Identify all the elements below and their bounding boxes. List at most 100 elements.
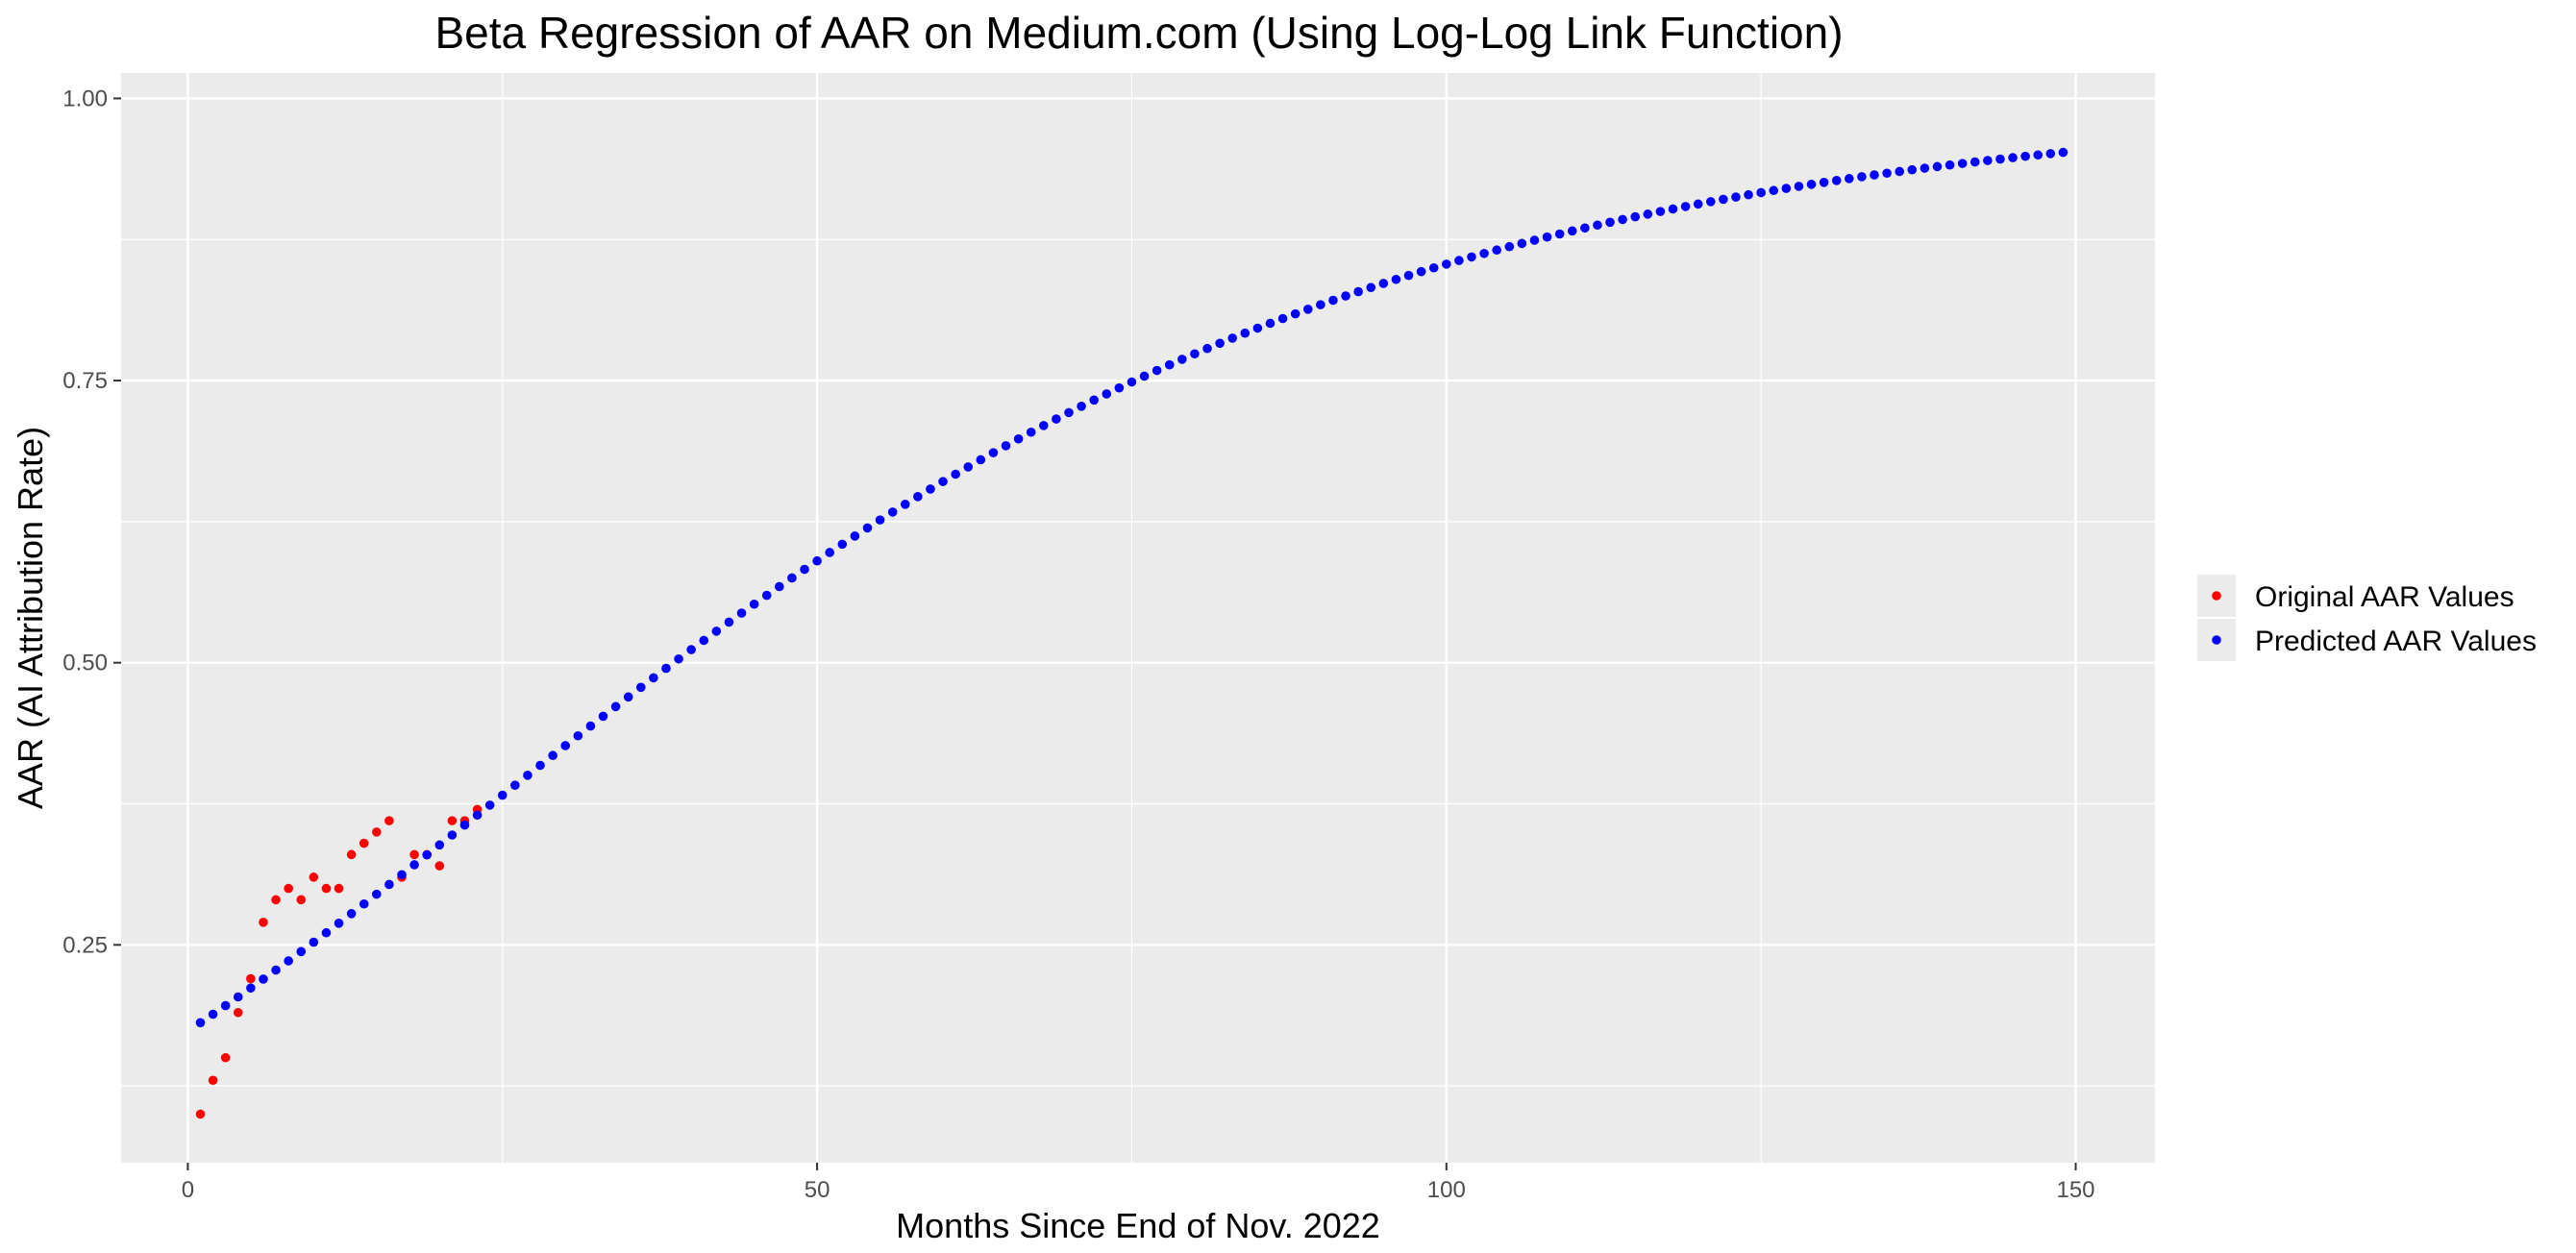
data-point-predicted — [1580, 223, 1590, 233]
x-tick-label: 50 — [805, 1177, 830, 1203]
data-point-predicted — [459, 820, 470, 830]
data-point-predicted — [246, 983, 256, 994]
major-grid — [121, 73, 2155, 1163]
data-point-predicted — [926, 484, 935, 494]
data-point-predicted — [1139, 371, 1150, 381]
data-point-predicted — [1944, 160, 1955, 170]
data-point-predicted — [472, 810, 483, 821]
data-point-predicted — [913, 492, 923, 502]
data-point-predicted — [900, 500, 910, 509]
data-point-original — [321, 883, 332, 894]
data-point-original — [359, 838, 369, 848]
data-point-predicted — [1102, 389, 1112, 399]
data-point-predicted — [409, 860, 419, 870]
data-point-original — [409, 849, 419, 860]
data-point-predicted — [1719, 194, 1728, 205]
data-point-predicted — [447, 830, 458, 840]
data-point-predicted — [699, 635, 709, 646]
data-point-predicted — [1705, 197, 1716, 207]
data-point-predicted — [397, 870, 407, 880]
data-point-predicted — [1378, 279, 1389, 288]
y-tick-label: 0.50 — [62, 651, 108, 676]
data-point-predicted — [1895, 166, 1904, 177]
data-point-predicted — [1001, 441, 1011, 451]
plot-panel — [121, 73, 2155, 1163]
x-tick-label: 100 — [1427, 1177, 1466, 1203]
data-point-predicted — [359, 898, 369, 909]
data-point-original — [271, 895, 281, 905]
y-tick-label: 0.75 — [62, 368, 108, 394]
data-point-predicted — [963, 462, 974, 472]
data-point-predicted — [2033, 150, 2043, 160]
data-point-predicted — [598, 711, 608, 722]
data-point-predicted — [1957, 159, 1968, 168]
y-axis: 0.25 0.50 0.75 1.00 — [62, 86, 121, 958]
data-point-predicted — [1353, 286, 1363, 297]
legend-label-original: Original AAR Values — [2255, 581, 2514, 613]
x-axis: 0 50 100 150 — [182, 1163, 2095, 1203]
data-point-predicted — [1969, 157, 1980, 167]
data-point-predicted — [1693, 199, 1703, 209]
data-point-predicted — [800, 564, 809, 575]
data-point-predicted — [1328, 295, 1338, 306]
original-series — [195, 804, 483, 1119]
data-point-predicted — [1277, 313, 1288, 324]
data-point-predicted — [1492, 245, 1501, 256]
data-point-predicted — [1932, 161, 1943, 172]
data-point-predicted — [988, 448, 999, 457]
data-point-predicted — [887, 507, 898, 517]
data-point-predicted — [1479, 248, 1489, 258]
data-point-predicted — [1064, 407, 1074, 418]
data-point-predicted — [1554, 229, 1565, 239]
data-point-predicted — [649, 673, 658, 683]
data-point-predicted — [837, 539, 848, 550]
data-point-predicted — [1806, 180, 1817, 189]
data-point-predicted — [775, 581, 784, 592]
data-point-predicted — [1907, 164, 1918, 175]
data-point-original — [296, 895, 307, 905]
data-point-predicted — [1567, 226, 1577, 236]
data-point-predicted — [1341, 291, 1350, 301]
data-point-predicted — [661, 663, 671, 674]
data-point-predicted — [1756, 187, 1766, 198]
data-point-predicted — [711, 626, 722, 636]
data-point-original — [372, 827, 382, 837]
data-point-predicted — [309, 937, 319, 947]
data-point-predicted — [497, 790, 508, 800]
data-point-predicted — [2008, 153, 2018, 162]
data-point-predicted — [1870, 170, 1879, 180]
data-point-predicted — [875, 515, 885, 525]
data-point-predicted — [674, 653, 683, 664]
y-tick-label: 0.25 — [62, 932, 108, 958]
data-point-predicted — [1731, 192, 1741, 202]
data-point-predicted — [510, 780, 520, 790]
data-point-predicted — [1630, 211, 1641, 222]
data-point-predicted — [346, 909, 357, 919]
data-point-predicted — [1769, 185, 1779, 196]
data-point-predicted — [1454, 256, 1464, 265]
data-point-predicted — [372, 889, 382, 899]
data-point-original — [334, 883, 344, 894]
legend-marker-original — [2212, 591, 2221, 601]
data-point-predicted — [1467, 252, 1476, 262]
data-point-predicted — [1038, 421, 1049, 430]
data-point-predicted — [686, 645, 696, 654]
data-point-predicted — [434, 840, 445, 850]
data-point-predicted — [1845, 174, 1854, 184]
data-point-predicted — [208, 1009, 218, 1020]
data-point-predicted — [976, 455, 986, 465]
data-point-predicted — [1052, 414, 1061, 424]
x-axis-label: Months Since End of Nov. 2022 — [896, 1206, 1380, 1245]
y-tick-label: 1.00 — [62, 86, 108, 111]
data-point-predicted — [1593, 220, 1602, 231]
data-point-predicted — [850, 531, 860, 541]
data-point-original — [284, 883, 293, 894]
data-point-predicted — [573, 730, 583, 741]
data-point-predicted — [1013, 433, 1024, 444]
data-point-original — [233, 1007, 243, 1018]
data-point-predicted — [233, 992, 243, 1002]
legend: Original AAR Values Predicted AAR Values — [2197, 575, 2537, 661]
data-point-predicted — [623, 692, 633, 702]
data-point-predicted — [2020, 151, 2030, 161]
data-point-predicted — [548, 750, 557, 761]
